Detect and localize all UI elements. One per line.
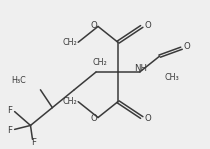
Text: NH: NH <box>134 64 147 73</box>
Text: O: O <box>183 42 190 51</box>
Text: O: O <box>144 114 151 123</box>
Text: O: O <box>90 114 97 123</box>
Text: CH₂: CH₂ <box>63 38 78 47</box>
Text: CH₂: CH₂ <box>93 58 107 67</box>
Text: O: O <box>90 21 97 30</box>
Text: CH₂: CH₂ <box>63 97 78 106</box>
Text: O: O <box>144 21 151 30</box>
Text: H₃C: H₃C <box>12 76 26 85</box>
Text: CH₃: CH₃ <box>164 73 179 82</box>
Text: F: F <box>8 106 13 115</box>
Text: F: F <box>8 126 13 135</box>
Text: F: F <box>31 138 36 147</box>
